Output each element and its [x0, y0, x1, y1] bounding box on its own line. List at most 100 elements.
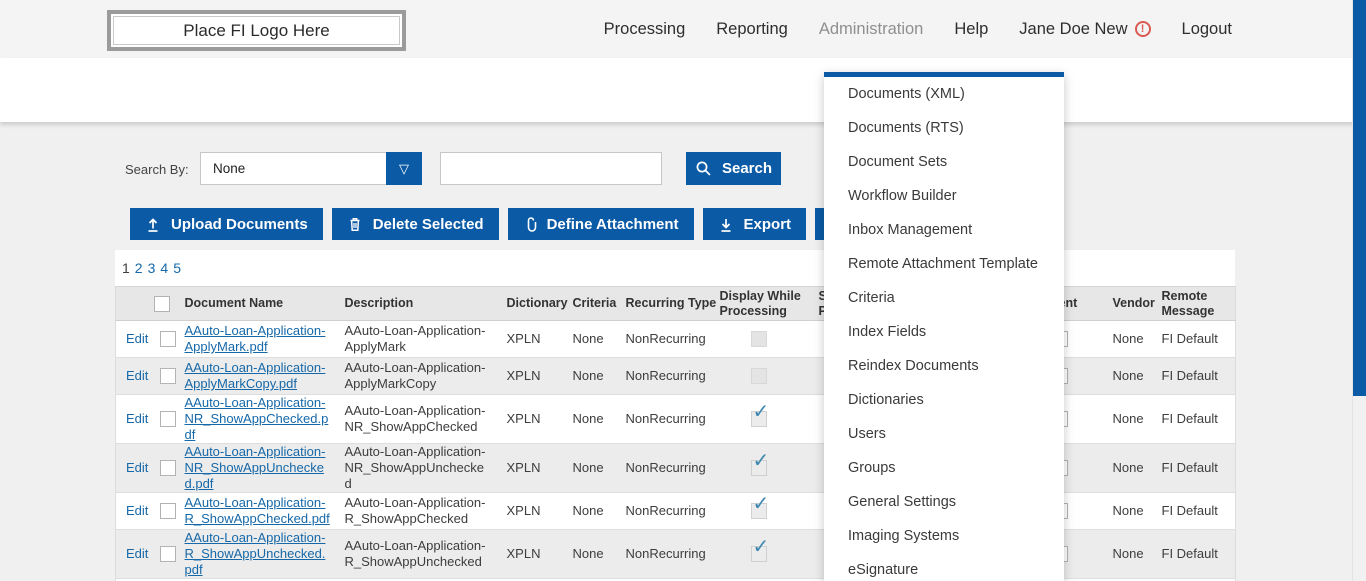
upload-documents-button[interactable]: Upload Documents: [130, 208, 323, 240]
remote-message-cell: FI Default: [1158, 320, 1236, 358]
edit-link[interactable]: Edit: [126, 411, 149, 426]
edit-link[interactable]: Edit: [126, 368, 149, 383]
document-name-link[interactable]: AAuto-Loan-Application-NR_ShowAppUncheck…: [184, 444, 326, 491]
edit-link[interactable]: Edit: [126, 503, 149, 518]
nav-administration[interactable]: Administration: [818, 19, 924, 38]
nav-reporting[interactable]: Reporting: [716, 19, 788, 38]
admin-menu-item-inbox-management[interactable]: Inbox Management: [848, 222, 973, 238]
page-link-1[interactable]: 1: [122, 260, 130, 276]
page-link-3[interactable]: 3: [147, 260, 156, 276]
edit-link[interactable]: Edit: [126, 546, 149, 561]
admin-menu-item-documents-xml-[interactable]: Documents (XML): [848, 86, 965, 102]
select-all-checkbox[interactable]: [153, 295, 170, 312]
header-criteria: Criteria: [566, 286, 620, 321]
row-select-checkbox[interactable]: [160, 331, 176, 348]
admin-menu-item-users[interactable]: Users: [848, 426, 886, 442]
display-while-processing-checkbox-checked: ✓: [750, 402, 769, 428]
remote-message-cell: FI Default: [1158, 492, 1236, 530]
page-link-5[interactable]: 5: [173, 260, 181, 276]
admin-menu-item-documents-rts-[interactable]: Documents (RTS): [848, 120, 964, 136]
admin-menu-item-groups[interactable]: Groups: [848, 460, 896, 476]
description-cell: AAuto-Loan-Application-R_ShowAppChecked: [342, 492, 501, 530]
dictionary-cell: XPLN: [500, 443, 567, 493]
header-description: Description: [342, 286, 501, 321]
edit-link[interactable]: Edit: [126, 460, 149, 475]
criteria-cell: None: [566, 443, 620, 493]
admin-menu-item-workflow-builder[interactable]: Workflow Builder: [848, 188, 957, 204]
document-name-link[interactable]: AAuto-Loan-Application-R_ShowAppChecked.…: [184, 495, 330, 526]
nav-logout[interactable]: Logout: [1181, 19, 1232, 38]
search-input[interactable]: [440, 152, 662, 185]
search-button[interactable]: Search: [686, 152, 781, 185]
recurring-type-cell: NonRecurring: [619, 529, 715, 579]
document-name-link[interactable]: AAuto-Loan-Application-NR_ShowAppChecked…: [184, 395, 329, 442]
dictionary-cell: XPLN: [500, 492, 567, 530]
recurring-type-cell: NonRecurring: [619, 320, 715, 358]
header-select-all: [153, 286, 183, 321]
check-icon: ✓: [752, 450, 770, 473]
dictionary-cell: XPLN: [500, 320, 567, 358]
header-vendor: Vendor: [1110, 286, 1159, 321]
check-icon: ✓: [752, 401, 770, 424]
vertical-scrollbar: [1352, 0, 1366, 581]
header-band: [0, 58, 1366, 122]
export-button[interactable]: Export: [702, 208, 807, 240]
page-link-2[interactable]: 2: [134, 260, 143, 276]
nav-processing[interactable]: Processing: [603, 19, 686, 38]
search-by-label: Search By:: [125, 162, 189, 177]
criteria-cell: None: [566, 357, 620, 395]
display-while-processing-checkbox-checked: ✓: [750, 494, 769, 520]
row-select-checkbox[interactable]: [160, 546, 176, 563]
header-display-while-processing: Display While Processing: [714, 286, 803, 321]
search-icon: [696, 161, 711, 176]
admin-menu-item-remote-attachment-template[interactable]: Remote Attachment Template: [848, 256, 1038, 272]
delete-selected-button[interactable]: Delete Selected: [331, 208, 499, 240]
admin-menu-item-dictionaries[interactable]: Dictionaries: [848, 392, 924, 408]
document-name-link[interactable]: AAuto-Loan-Application-R_ShowAppUnchecke…: [184, 530, 326, 577]
top-bar: Place FI Logo Here Processing Reporting …: [0, 0, 1366, 58]
description-cell: AAuto-Loan-Application-RS-AFD731-test: [342, 578, 501, 581]
document-name-link[interactable]: AAuto-Loan-Application-ApplyMarkCopy.pdf: [184, 360, 326, 391]
vendor-cell: None: [1110, 529, 1159, 579]
vendor-cell: None: [1110, 357, 1159, 395]
header-edit: [115, 286, 154, 321]
vendor-cell: None: [1110, 394, 1159, 444]
admin-menu-item-document-sets[interactable]: Document Sets: [848, 154, 948, 170]
criteria-cell: None: [566, 578, 620, 581]
admin-menu-item-imaging-systems[interactable]: Imaging Systems: [848, 528, 960, 544]
remote-message-cell: FI Default: [1158, 443, 1236, 493]
row-select-checkbox[interactable]: [160, 411, 176, 428]
admin-menu-item-reindex-documents[interactable]: Reindex Documents: [848, 358, 979, 374]
admin-menu-item-criteria[interactable]: Criteria: [848, 290, 895, 306]
nav-user-menu[interactable]: Jane Doe New !: [1019, 20, 1151, 39]
admin-menu-item-esignature[interactable]: eSignature: [848, 562, 919, 578]
nav-help[interactable]: Help: [954, 19, 989, 38]
row-select-checkbox[interactable]: [160, 503, 176, 520]
vendor-cell: None: [1110, 492, 1159, 530]
description-cell: AAuto-Loan-Application-NR_ShowAppChecked: [342, 394, 501, 444]
scrollbar-thumb[interactable]: [1353, 0, 1366, 396]
admin-menu-item-general-settings[interactable]: General Settings: [848, 494, 957, 510]
row-select-checkbox[interactable]: [160, 460, 176, 477]
fi-logo-placeholder: Place FI Logo Here: [107, 10, 406, 51]
define-attachment-button[interactable]: Define Attachment: [507, 208, 694, 240]
description-cell: AAuto-Loan-Application-ApplyMark: [342, 320, 501, 358]
download-icon: [721, 219, 731, 232]
row-select-checkbox[interactable]: [160, 368, 176, 385]
chevron-down-icon[interactable]: ▽: [386, 152, 422, 185]
display-while-processing-checkbox-unchecked: [750, 331, 767, 348]
document-name-link[interactable]: AAuto-Loan-Application-ApplyMark.pdf: [184, 323, 326, 354]
check-icon: ✓: [752, 493, 770, 516]
remote-message-cell: FI Default: [1158, 578, 1236, 581]
search-by-select[interactable]: None ▽: [200, 152, 422, 185]
edit-link[interactable]: Edit: [126, 331, 149, 346]
upload-icon: [148, 218, 158, 232]
remote-message-cell: FI Default: [1158, 357, 1236, 395]
trash-icon: [350, 218, 360, 231]
header-recurring-type: Recurring Type: [619, 286, 716, 321]
page-link-4[interactable]: 4: [160, 260, 169, 276]
recurring-type-cell: NonRecurring: [619, 492, 715, 530]
admin-menu-item-index-fields[interactable]: Index Fields: [848, 324, 927, 340]
table-row: Edit AAuto-Loan-Application-ApplyMark.pd…: [115, 320, 1236, 358]
pagination: 1 2 3 4 5: [115, 250, 1235, 286]
